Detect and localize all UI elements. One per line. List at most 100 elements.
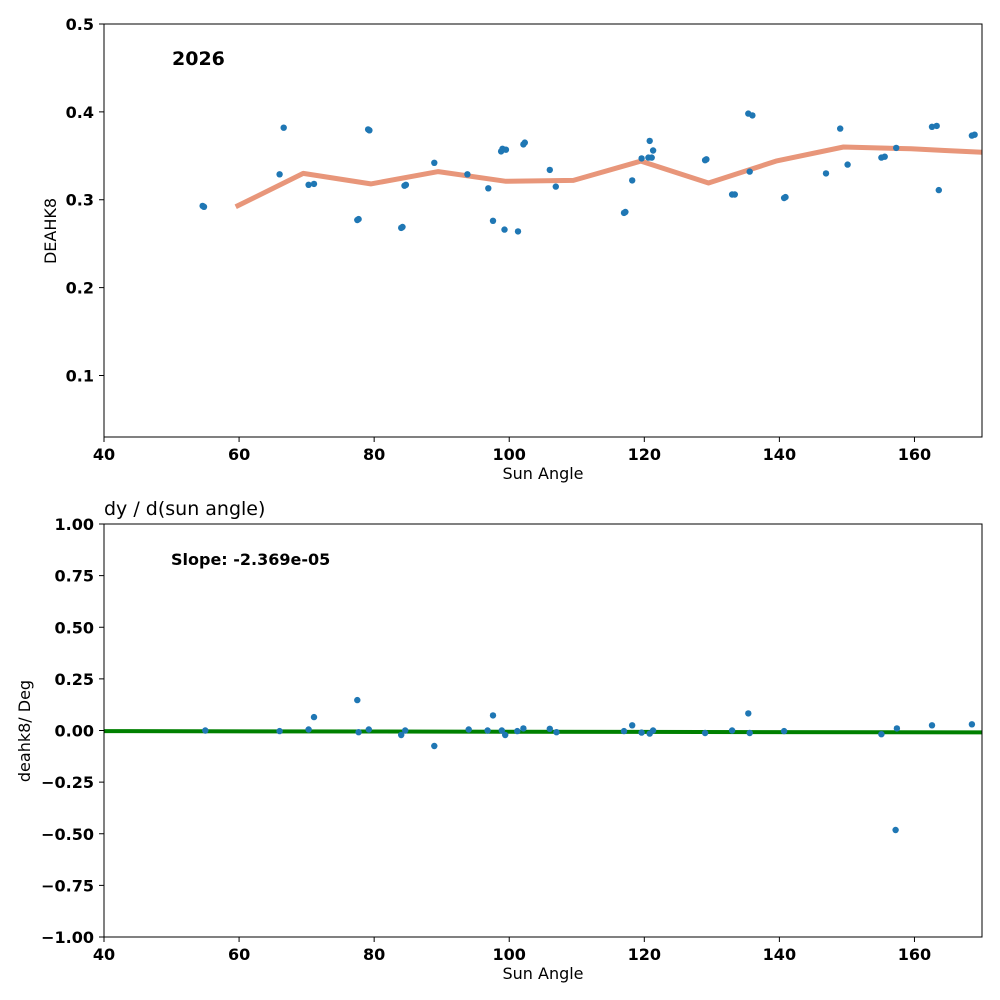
top-x-axis-label: Sun Angle bbox=[502, 464, 583, 483]
top-data-point-40 bbox=[746, 168, 753, 175]
top-data-point-38 bbox=[731, 191, 738, 198]
bottom-y-axis: −1.00 −0.75 −0.50 −0.25 0.00 0.25 0.50 0.75 1.00 bbox=[41, 515, 104, 947]
bottom-data-point-19 bbox=[620, 727, 628, 735]
top-data-point-43 bbox=[782, 193, 789, 201]
bottom-y-tick-label-8: 1.00 bbox=[55, 515, 94, 534]
top-data-point-5 bbox=[310, 180, 318, 188]
bottom-data-point-25 bbox=[728, 727, 736, 734]
bottom-data-point-23 bbox=[649, 727, 657, 734]
top-data-point-17 bbox=[489, 217, 497, 224]
top-plot-area bbox=[104, 24, 982, 437]
top-y-tick-label-3: 0.4 bbox=[66, 103, 94, 122]
top-data-point-29 bbox=[629, 177, 636, 184]
bottom-data-point-13 bbox=[498, 727, 505, 734]
bottom-y-axis-label: deahk8/ Deg bbox=[15, 680, 34, 782]
bottom-data-point-7 bbox=[398, 731, 405, 739]
top-data-point-36 bbox=[703, 156, 710, 163]
bottom-data-point-1 bbox=[276, 727, 283, 735]
top-data-point-20 bbox=[501, 226, 508, 233]
top-y-tick-label-1: 0.2 bbox=[66, 279, 94, 298]
bottom-y-tick-label-3: −0.25 bbox=[41, 773, 94, 792]
top-x-axis: 40 60 80 100 120 140 160 bbox=[93, 437, 931, 464]
top-data-point-32 bbox=[646, 137, 653, 145]
bottom-data-point-16 bbox=[520, 725, 527, 732]
top-x-tick-label-4: 120 bbox=[628, 445, 661, 464]
bottom-data-point-31 bbox=[893, 725, 901, 732]
top-data-point-45 bbox=[837, 125, 844, 132]
top-data-point-48 bbox=[881, 153, 888, 160]
top-data-point-11 bbox=[399, 223, 406, 231]
top-data-point-46 bbox=[844, 161, 851, 168]
top-data-point-49 bbox=[893, 144, 900, 152]
bottom-x-tick-label-5: 140 bbox=[763, 945, 796, 964]
bottom-data-point-11 bbox=[484, 727, 491, 734]
bottom-fit-line bbox=[103, 729, 983, 735]
bottom-data-point-9 bbox=[431, 742, 438, 750]
bottom-data-point-21 bbox=[638, 729, 645, 736]
top-data-point-44 bbox=[822, 170, 830, 177]
top-y-tick-label-0: 0.1 bbox=[66, 366, 94, 385]
top-data-point-28 bbox=[622, 208, 629, 216]
bottom-y-tick-label-1: −0.75 bbox=[41, 876, 94, 895]
top-y-axis-label: DEAHK8 bbox=[41, 198, 60, 264]
top-data-point-3 bbox=[280, 124, 287, 131]
bottom-data-point-32 bbox=[928, 722, 936, 729]
top-data-point-16 bbox=[485, 185, 492, 192]
bottom-data-point-29 bbox=[878, 731, 885, 738]
bottom-data-point-33 bbox=[968, 721, 976, 728]
top-data-point-51 bbox=[933, 122, 940, 130]
bottom-data-point-20 bbox=[629, 722, 636, 729]
top-data-point-2 bbox=[276, 171, 283, 178]
top-data-point-15 bbox=[464, 171, 471, 178]
bottom-data-point-30 bbox=[892, 826, 899, 834]
top-x-tick-label-2: 80 bbox=[363, 445, 385, 464]
bottom-data-point-8 bbox=[402, 727, 409, 734]
top-y-axis: 0.1 0.2 0.3 0.4 0.5 bbox=[66, 15, 104, 385]
top-data-point-4 bbox=[305, 181, 312, 188]
bottom-data-point-10 bbox=[465, 726, 472, 733]
top-plot-frame bbox=[103, 23, 983, 438]
bottom-y-tick-label-4: 0.00 bbox=[55, 722, 94, 741]
bottom-data-point-15 bbox=[514, 727, 521, 735]
top-data-point-34 bbox=[649, 147, 657, 154]
bottom-data-point-0 bbox=[202, 727, 209, 734]
bottom-data-point-12 bbox=[489, 712, 497, 719]
top-data-point-14 bbox=[431, 159, 438, 166]
top-data-point-21 bbox=[502, 146, 510, 153]
bottom-x-tick-label-4: 120 bbox=[628, 945, 661, 964]
bottom-chart: dy / d(sun angle) 40 60 80 100 120 140 160 −1.… bbox=[15, 498, 983, 983]
top-x-tick-label-0: 40 bbox=[93, 445, 115, 464]
bottom-data-point-4 bbox=[354, 696, 361, 704]
top-data-point-30 bbox=[638, 155, 645, 162]
bottom-points-layer bbox=[202, 696, 976, 834]
top-data-point-26 bbox=[552, 183, 559, 190]
bottom-x-tick-label-6: 160 bbox=[898, 945, 931, 964]
bottom-x-axis: 40 60 80 100 120 140 160 bbox=[93, 937, 931, 964]
top-data-point-24 bbox=[521, 139, 528, 146]
top-data-point-25 bbox=[546, 166, 553, 174]
bottom-y-tick-label-7: 0.75 bbox=[55, 567, 94, 586]
top-data-point-7 bbox=[355, 215, 362, 223]
bottom-fit-layer bbox=[103, 729, 983, 735]
top-data-point-13 bbox=[402, 181, 410, 188]
bottom-chart-title: dy / d(sun angle) bbox=[104, 498, 265, 520]
bottom-data-point-5 bbox=[355, 729, 362, 736]
bottom-x-axis-label: Sun Angle bbox=[502, 964, 583, 983]
top-y-tick-label-2: 0.3 bbox=[66, 191, 94, 210]
top-data-point-33 bbox=[648, 154, 655, 161]
bottom-data-point-17 bbox=[546, 725, 553, 732]
bottom-data-point-24 bbox=[701, 729, 709, 737]
bottom-y-tick-label-0: −1.00 bbox=[41, 928, 94, 947]
top-x-tick-label-5: 140 bbox=[763, 445, 796, 464]
top-data-point-54 bbox=[971, 131, 978, 138]
bottom-y-tick-label-5: 0.25 bbox=[55, 670, 94, 689]
bottom-data-point-6 bbox=[365, 726, 372, 733]
top-data-point-1 bbox=[200, 203, 208, 210]
bottom-x-tick-label-2: 80 bbox=[363, 945, 385, 964]
bottom-y-tick-label-2: −0.50 bbox=[41, 825, 94, 844]
bottom-data-point-26 bbox=[745, 710, 752, 717]
top-data-point-52 bbox=[935, 186, 942, 194]
top-data-point-22 bbox=[514, 228, 522, 235]
bottom-data-point-27 bbox=[746, 729, 753, 737]
